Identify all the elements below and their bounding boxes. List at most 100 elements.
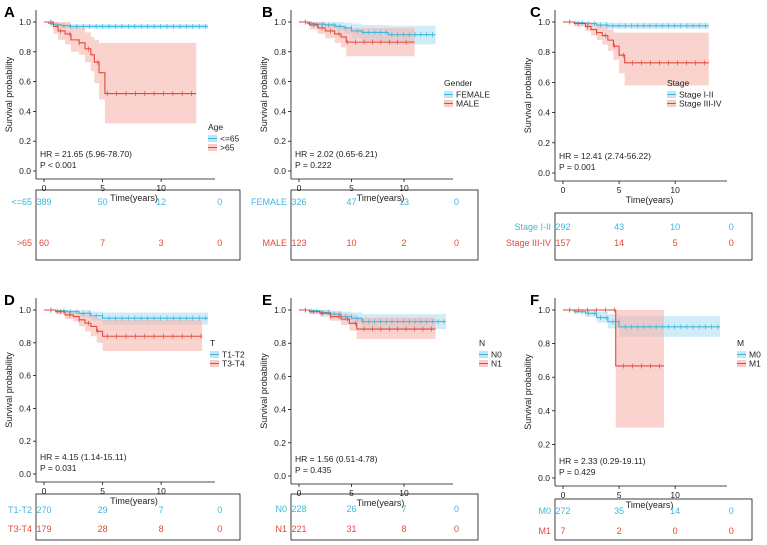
risk-count: 2	[617, 526, 622, 536]
risk-count: 7	[560, 526, 565, 536]
risk-count: 28	[98, 524, 108, 534]
risk-count: 0	[217, 505, 222, 515]
y-axis-label: Survival probability	[523, 354, 533, 430]
panel-e: E 0.0 0.2 0.4 0.6 0.8 1.0 Survival probability 0…	[259, 292, 502, 541]
panel-a: A 0.0 0.2 0.4 0.6 0.8 1.0 Survival probability 0…	[4, 4, 241, 261]
risk-count: 50	[98, 197, 108, 207]
risk-count: 8	[159, 524, 164, 534]
risk-count: 10	[670, 222, 680, 232]
y-tick-label: 1.0	[19, 17, 31, 27]
y-tick-label: 0.2	[538, 138, 550, 148]
y-tick-label: 1.0	[274, 17, 286, 27]
legend-title: Age	[208, 122, 223, 132]
risk-count: 35	[614, 506, 624, 516]
x-tick-label: 5	[617, 185, 622, 195]
hazard-ratio-text: HR = 12.41 (2.74-56.22)	[559, 151, 651, 161]
y-axis-label: Survival probability	[4, 352, 14, 428]
x-tick-label: 10	[156, 183, 166, 193]
y-tick-label: 0.4	[274, 106, 286, 116]
panel-f: F 0.0 0.2 0.4 0.6 0.8 1.0 Survival probability 0…	[523, 292, 761, 541]
legend-title: Stage	[667, 78, 689, 88]
risk-count: 14	[670, 506, 680, 516]
legend-label: N0	[491, 350, 502, 360]
panel-c: C 0.0 0.2 0.4 0.6 0.8 1.0 Survival probability 0…	[506, 4, 753, 261]
x-tick-label: 5	[100, 183, 105, 193]
ci-band-1	[563, 310, 664, 428]
y-axis-label: Survival probability	[4, 56, 14, 132]
legend-title: M	[737, 338, 744, 348]
legend-title: N	[479, 338, 485, 348]
ci-band-1	[563, 22, 709, 86]
risk-table-frame	[290, 493, 479, 541]
risk-row-label: Stage I-II	[514, 222, 551, 232]
x-tick-label: 5	[617, 490, 622, 500]
y-tick-label: 0.8	[19, 47, 31, 57]
legend-label: <=65	[220, 134, 240, 144]
legend-label: N1	[491, 359, 502, 369]
risk-count: 389	[36, 197, 51, 207]
risk-count: 123	[291, 238, 306, 248]
risk-count: 26	[346, 504, 356, 514]
risk-row-label: MALE	[262, 238, 287, 248]
survival-curve-1	[44, 21, 197, 95]
risk-count: 60	[39, 238, 49, 248]
risk-count: 31	[346, 524, 356, 534]
hazard-ratio-text: HR = 1.56 (0.51-4.78)	[295, 454, 378, 464]
y-axis-label: Survival probability	[523, 57, 533, 133]
x-tick-label: 0	[42, 183, 47, 193]
y-axis-label: Survival probability	[259, 56, 269, 132]
legend-label: FEMALE	[456, 90, 490, 100]
risk-row-label: >65	[17, 238, 32, 248]
p-value-text: P < 0.001	[40, 160, 77, 170]
risk-table-frame	[35, 493, 241, 541]
risk-table-frame	[554, 498, 753, 541]
y-tick-label: 0.8	[274, 338, 286, 348]
survival-curve-1	[563, 309, 664, 367]
risk-count: 221	[291, 524, 306, 534]
y-tick-label: 0.0	[538, 168, 550, 178]
x-tick-label: 10	[156, 486, 166, 496]
p-value-text: P = 0.222	[295, 160, 332, 170]
risk-count: 0	[729, 526, 734, 536]
panel-b: B 0.0 0.2 0.4 0.6 0.8 1.0 Survival probability 0…	[251, 4, 490, 261]
risk-count: 270	[36, 505, 51, 515]
legend-title: Gender	[444, 78, 473, 88]
hazard-ratio-text: HR = 4.15 (1.14-15.11)	[40, 452, 127, 462]
panel-letter: C	[530, 4, 541, 21]
y-tick-label: 1.0	[19, 305, 31, 315]
risk-count: 0	[454, 504, 459, 514]
panel-letter: E	[262, 292, 272, 309]
y-tick-label: 0.6	[274, 77, 286, 87]
legend-title: T	[210, 338, 215, 348]
x-axis-label: Time(years)	[357, 193, 405, 203]
risk-table-frame	[35, 189, 241, 261]
risk-count: 326	[291, 197, 306, 207]
y-tick-label: 0.8	[274, 47, 286, 57]
y-tick-label: 0.8	[538, 47, 550, 57]
risk-count: 5	[673, 238, 678, 248]
legend-label: T3-T4	[222, 359, 245, 369]
risk-row-label: T1-T2	[8, 505, 32, 515]
risk-count: 0	[217, 197, 222, 207]
y-tick-label: 0.0	[538, 473, 550, 483]
risk-count: 0	[217, 238, 222, 248]
y-tick-label: 0.4	[538, 108, 550, 118]
x-tick-label: 5	[100, 486, 105, 496]
x-tick-label: 0	[561, 490, 566, 500]
survival-curve-0	[44, 21, 208, 28]
y-tick-label: 0.6	[19, 77, 31, 87]
x-tick-label: 10	[399, 488, 409, 498]
hazard-ratio-text: HR = 2.33 (0.29-19.11)	[559, 456, 646, 466]
x-axis-label: Time(years)	[110, 193, 158, 203]
y-tick-label: 1.0	[538, 305, 550, 315]
risk-count: 7	[100, 238, 105, 248]
y-tick-label: 0.8	[538, 339, 550, 349]
x-tick-label: 0	[297, 488, 302, 498]
hazard-ratio-text: HR = 2.02 (0.65-6.21)	[295, 149, 378, 159]
legend-label: M0	[749, 350, 761, 360]
risk-table-frame	[290, 189, 479, 261]
y-tick-label: 0.2	[19, 136, 31, 146]
panel-letter: F	[530, 292, 539, 309]
x-tick-label: 0	[297, 183, 302, 193]
